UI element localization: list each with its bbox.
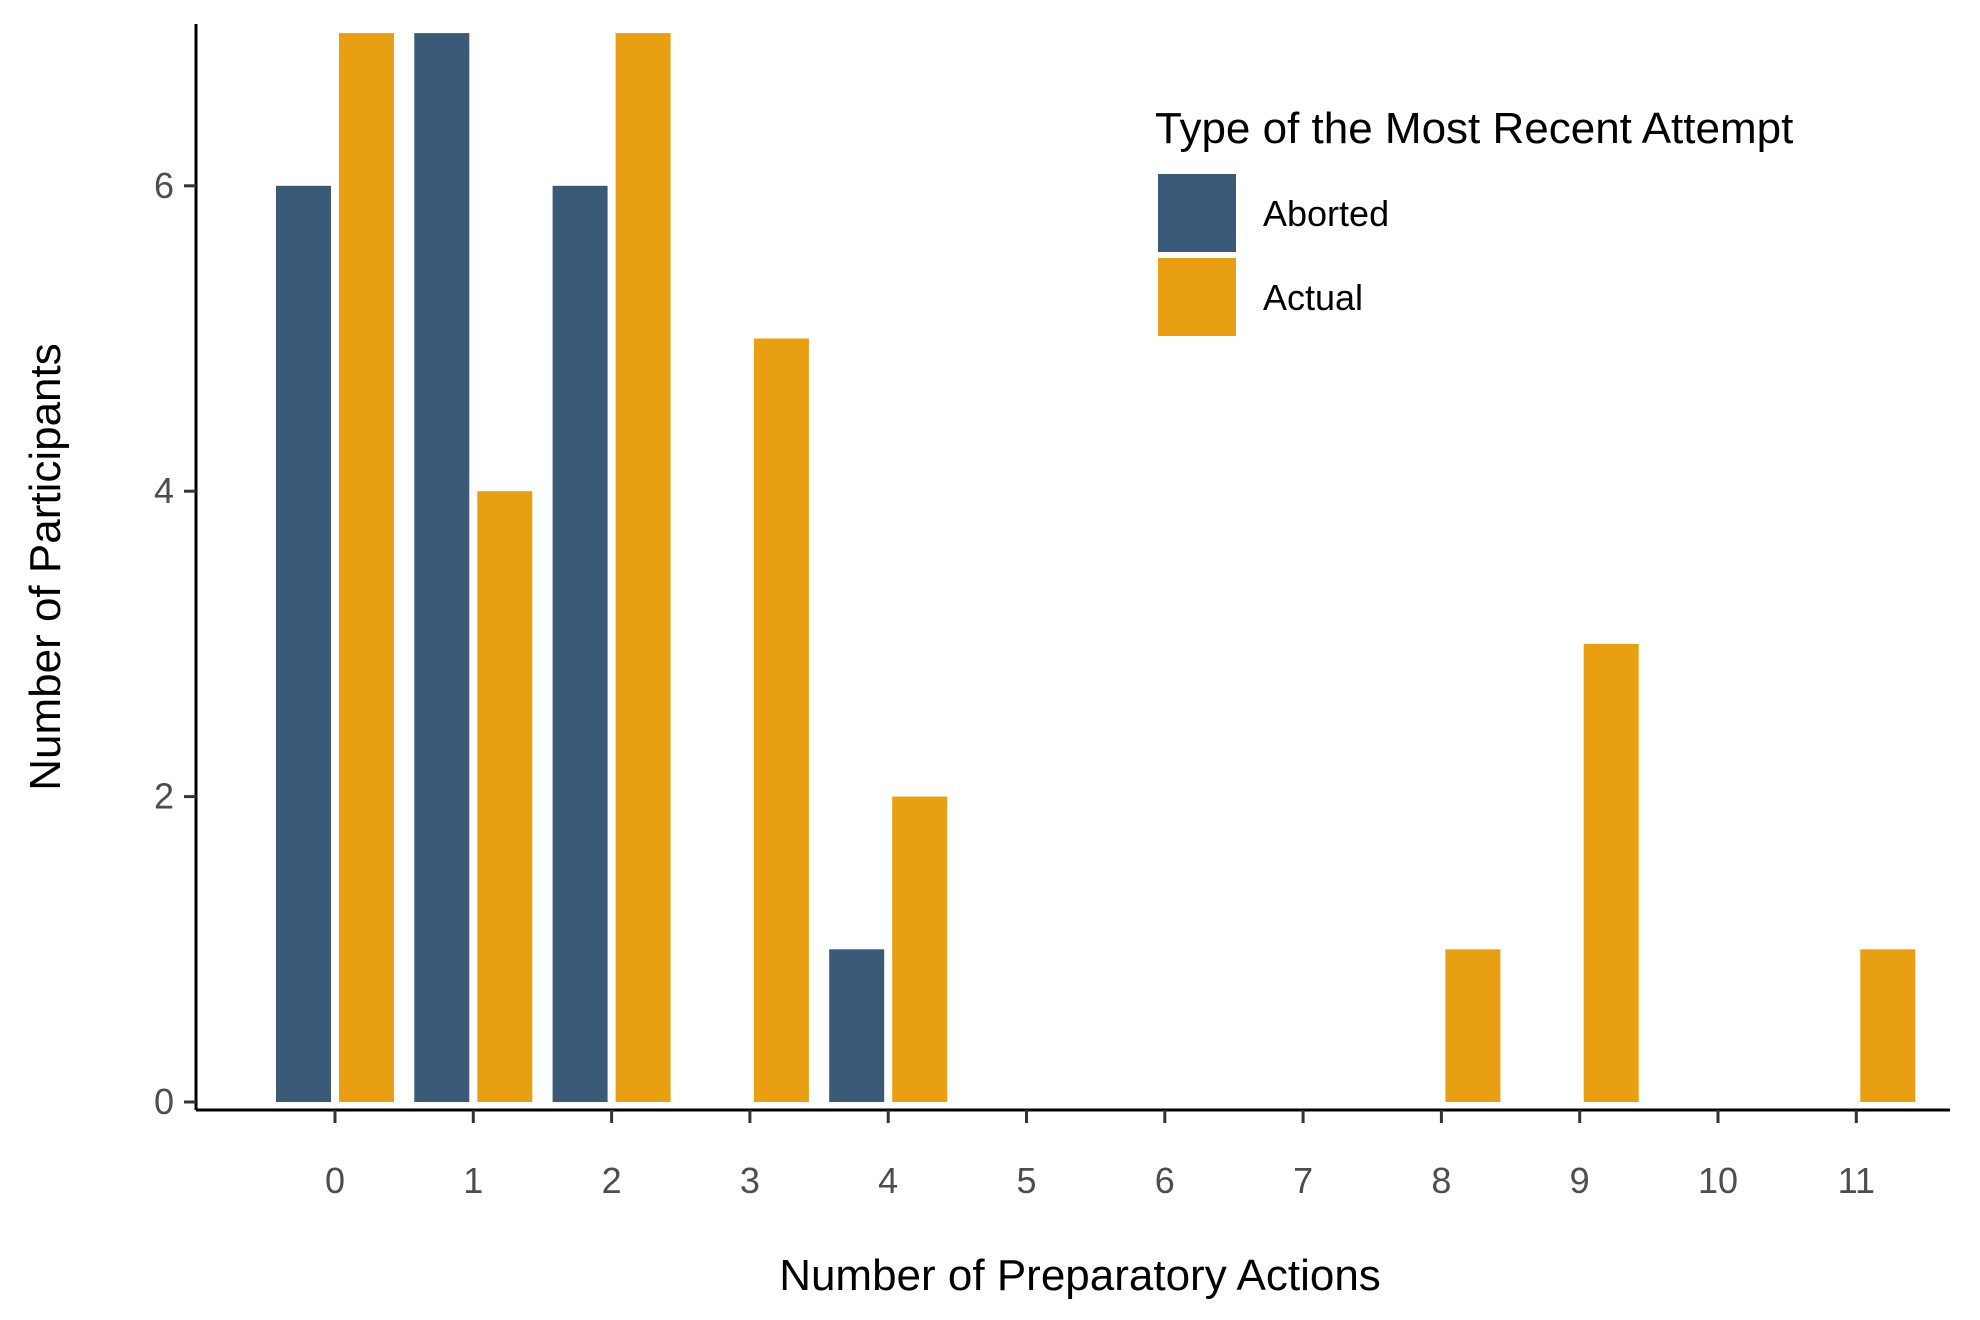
- x-tick-label: 2: [602, 1160, 622, 1201]
- bar-aborted-2: [552, 185, 608, 1103]
- bar-actual-11: [1860, 949, 1916, 1102]
- x-tick-label: 10: [1698, 1160, 1738, 1201]
- y-tick-label: 0: [154, 1081, 174, 1122]
- bar-aborted-4: [829, 949, 885, 1102]
- x-tick-label: 9: [1570, 1160, 1590, 1201]
- legend-key-actual: [1158, 258, 1236, 336]
- x-tick-label: 5: [1016, 1160, 1036, 1201]
- bar-actual-0: [339, 33, 394, 1103]
- x-tick-label: 7: [1293, 1160, 1313, 1201]
- bar-actual-4: [892, 796, 948, 1102]
- y-axis-title: Number of Participants: [21, 343, 70, 791]
- legend-key-aborted: [1158, 174, 1236, 252]
- x-axis-title: Number of Preparatory Actions: [779, 1251, 1381, 1300]
- y-tick-label: 2: [154, 776, 174, 817]
- legend: Type of the Most Recent Attempt Aborted …: [1155, 104, 1793, 336]
- y-ticks-group: 0 2 4 6: [154, 165, 196, 1122]
- y-tick-label: 4: [154, 470, 174, 511]
- x-tick-label: 1: [463, 1160, 483, 1201]
- y-tick-label: 6: [154, 165, 174, 206]
- x-tick-label: 6: [1155, 1160, 1175, 1201]
- bar-aborted-0: [276, 185, 331, 1103]
- x-ticks-group: 0 1 2 3 4 5 6 7 8 9 10 11: [325, 1110, 1875, 1201]
- axes-group: [194, 24, 1950, 1112]
- x-tick-label: 11: [1838, 1160, 1875, 1201]
- legend-label-actual: Actual: [1263, 277, 1363, 318]
- bar-actual-8: [1445, 949, 1501, 1102]
- x-tick-label: 0: [325, 1160, 345, 1201]
- x-tick-label: 4: [878, 1160, 898, 1201]
- legend-label-aborted: Aborted: [1263, 193, 1389, 234]
- bar-actual-2: [615, 33, 671, 1103]
- bar-aborted-1: [414, 33, 470, 1103]
- bar-actual-3: [753, 338, 809, 1102]
- x-tick-label: 8: [1431, 1160, 1451, 1201]
- legend-title: Type of the Most Recent Attempt: [1155, 104, 1793, 153]
- bar-actual-9: [1583, 643, 1639, 1102]
- x-tick-label: 3: [740, 1160, 760, 1201]
- bars-group: [276, 33, 1916, 1103]
- bar-actual-1: [477, 491, 533, 1102]
